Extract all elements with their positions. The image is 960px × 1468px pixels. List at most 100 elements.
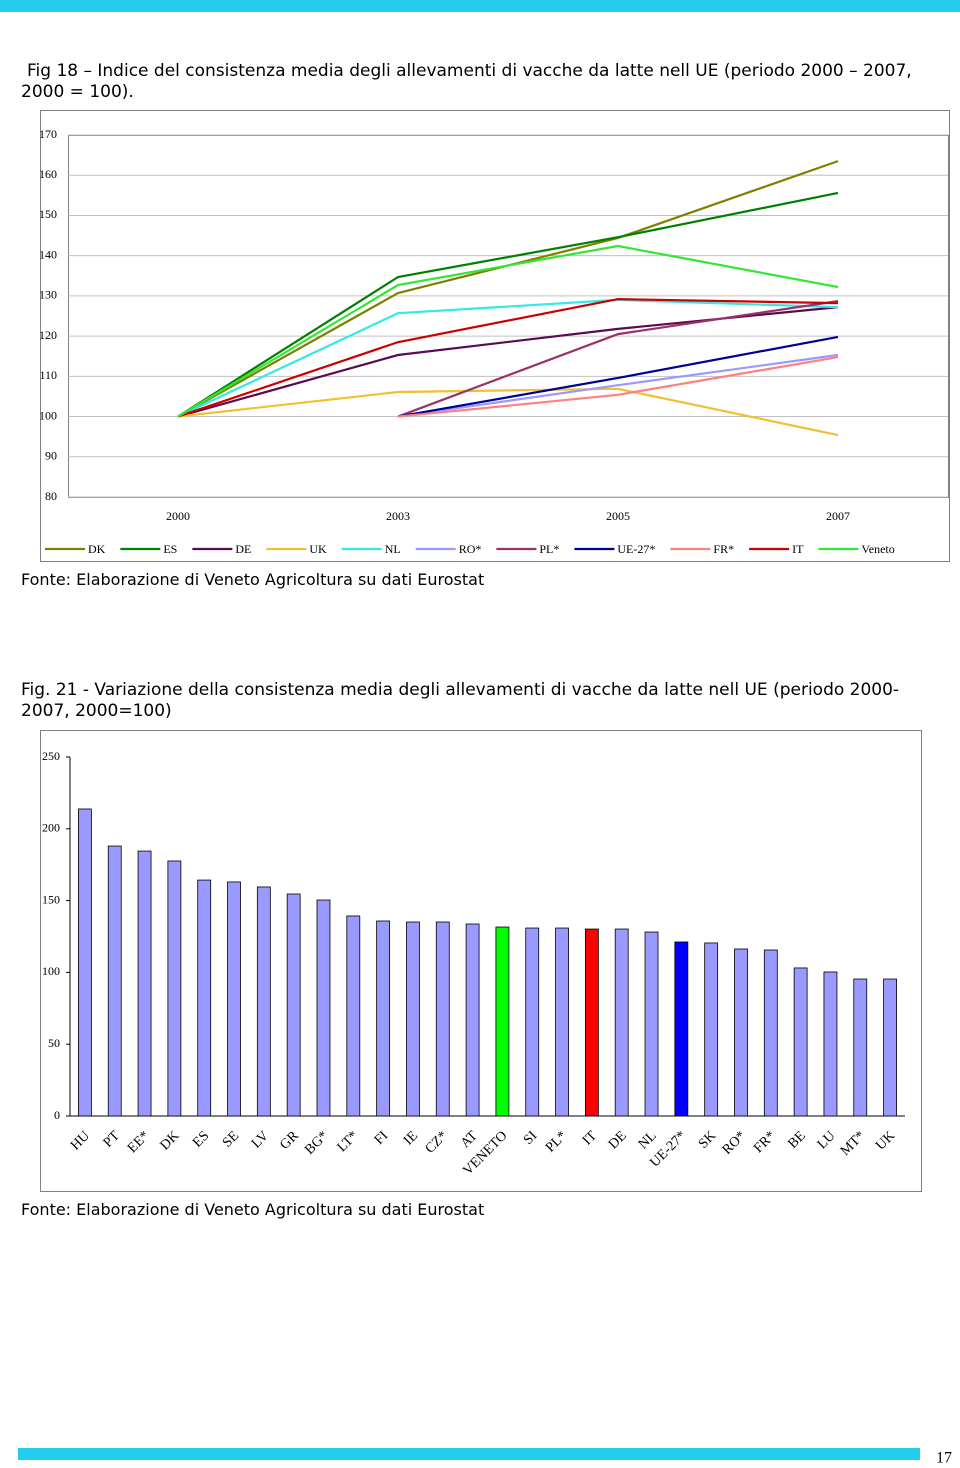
x-tick-label: ES	[190, 1128, 212, 1150]
y-tick-label: 150	[39, 207, 57, 221]
legend-label: ES	[163, 542, 177, 556]
legend-label: UE-27*	[617, 542, 655, 556]
x-tick-label: RO*	[720, 1128, 749, 1157]
series-line	[177, 160, 839, 418]
bar	[793, 967, 808, 1117]
series-line	[397, 355, 839, 418]
x-tick-label: DE	[606, 1128, 630, 1152]
bar	[644, 931, 659, 1117]
bar	[197, 879, 212, 1117]
bottom-band	[18, 1448, 920, 1460]
y-tick-label: 50	[48, 1036, 60, 1050]
x-tick-label: IT	[580, 1128, 600, 1148]
x-tick-label: BG*	[302, 1128, 331, 1157]
bar	[734, 948, 748, 1117]
bar	[614, 928, 629, 1117]
bar	[674, 941, 689, 1117]
series-line	[177, 298, 839, 418]
chart-frame	[40, 110, 950, 562]
legend-label: DK	[88, 542, 106, 556]
series-line	[397, 335, 839, 418]
x-tick-label: FI	[372, 1128, 392, 1148]
y-tick-label: 80	[45, 489, 57, 503]
x-tick-label: AT	[458, 1128, 481, 1151]
bar	[525, 927, 540, 1117]
bar	[256, 886, 271, 1117]
top-band	[0, 0, 960, 12]
legend-label: FR*	[713, 542, 734, 556]
series-line	[177, 298, 839, 418]
figure-caption: Fig. 21 - Variazione della consistenza m…	[21, 680, 900, 721]
bar	[853, 978, 868, 1117]
y-tick-label: 170	[39, 127, 57, 141]
legend-label: IT	[792, 542, 804, 556]
x-tick-label: UK	[873, 1128, 898, 1153]
legend-label: NL	[385, 542, 401, 556]
legend-label: DE	[235, 542, 251, 556]
source-note: Fonte: Elaborazione di Veneto Agricoltur…	[21, 570, 485, 589]
bar	[883, 978, 897, 1117]
x-tick-label: EE*	[125, 1128, 153, 1156]
bar	[584, 928, 599, 1117]
bar	[465, 923, 480, 1117]
x-tick-label: SI	[521, 1128, 541, 1148]
y-tick-label: 160	[39, 167, 57, 181]
series-line	[397, 353, 839, 418]
x-tick-label: 2005	[606, 509, 630, 523]
y-tick-label: 140	[39, 247, 57, 261]
bar	[704, 942, 719, 1117]
series-line	[177, 244, 839, 418]
y-tick-label: 100	[39, 408, 57, 422]
bar	[107, 845, 122, 1117]
bar	[137, 850, 152, 1117]
legend-label: Veneto	[861, 542, 894, 556]
bar	[227, 881, 241, 1117]
bar	[435, 921, 450, 1117]
bar	[346, 915, 361, 1117]
y-tick-label: 250	[42, 749, 60, 763]
x-tick-label: LU	[815, 1128, 839, 1152]
bar	[763, 949, 778, 1117]
series-line	[177, 387, 839, 437]
bar	[286, 893, 301, 1117]
series-line	[177, 191, 839, 418]
y-tick-label: 200	[42, 821, 60, 835]
x-tick-label: SK	[696, 1128, 719, 1151]
source-note: Fonte: Elaborazione di Veneto Agricoltur…	[21, 1200, 485, 1219]
page-number: 17	[936, 1450, 952, 1467]
legend-label: PL*	[539, 542, 559, 556]
bar	[823, 971, 838, 1117]
x-tick-label: MT*	[838, 1128, 868, 1158]
x-tick-label: FR*	[751, 1128, 779, 1156]
x-tick-label: CZ*	[423, 1128, 451, 1156]
x-tick-label: NL	[636, 1128, 660, 1152]
bar	[555, 927, 569, 1117]
y-tick-label: 90	[45, 449, 57, 463]
y-tick-label: 150	[42, 892, 60, 906]
plot-area	[68, 135, 949, 498]
x-tick-label: 2000	[166, 509, 190, 523]
x-tick-label: PL*	[543, 1128, 570, 1155]
bar	[376, 920, 391, 1117]
y-tick-label: 110	[39, 368, 57, 382]
bar	[78, 808, 92, 1117]
x-tick-label: 2003	[386, 509, 410, 523]
y-tick-label: 120	[39, 328, 57, 342]
figure-caption: Fig 18 – Indice del consistenza media de…	[21, 61, 912, 102]
x-tick-label: IE	[401, 1128, 421, 1148]
x-tick-label: LV	[249, 1128, 272, 1151]
y-tick-label: 130	[39, 288, 57, 302]
x-tick-label: PT	[101, 1128, 123, 1150]
x-tick-label: HU	[68, 1128, 93, 1153]
x-tick-label: SE	[220, 1128, 242, 1150]
x-tick-label: BE	[785, 1128, 808, 1151]
x-tick-label: 2007	[826, 509, 850, 523]
bar	[316, 899, 331, 1117]
bar	[167, 860, 182, 1117]
legend-label: RO*	[459, 542, 482, 556]
legend-label: UK	[309, 542, 327, 556]
bar	[495, 926, 510, 1117]
x-tick-label: GR	[277, 1128, 302, 1153]
